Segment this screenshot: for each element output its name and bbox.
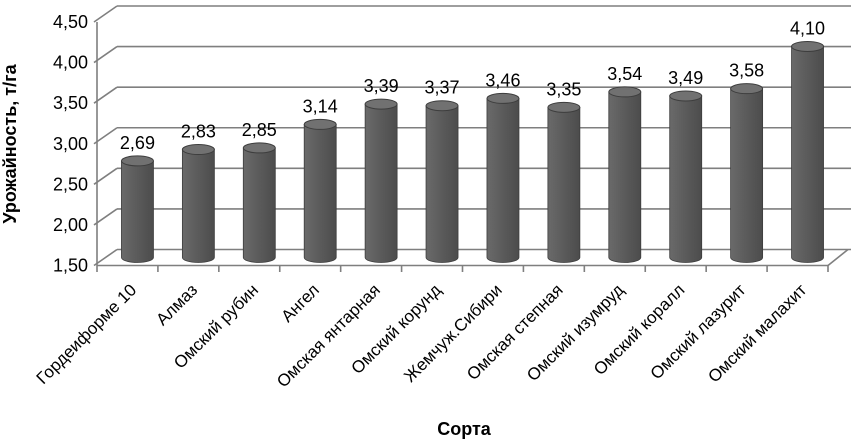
y-axis-title: Урожайность, т/га	[0, 63, 20, 223]
bar-cylinder-body	[303, 123, 337, 263]
bar-cylinder-top	[608, 86, 642, 98]
bar-cylinder-top	[303, 118, 337, 130]
bar-value-label: 3,35	[546, 79, 581, 99]
bar-cylinder-body	[242, 147, 276, 263]
x-category-label: Гордеиформе 10	[33, 280, 141, 388]
bar-cylinder-body	[669, 95, 703, 263]
bar-cylinder-top	[486, 92, 520, 104]
bar-cylinder-body	[181, 149, 215, 263]
bar-value-label: 3,46	[485, 70, 520, 90]
bar-value-label: 3,54	[607, 64, 642, 84]
gridline-depth-connector	[93, 248, 118, 267]
bar-cylinder-body	[425, 105, 459, 263]
axes-group	[96, 22, 849, 272]
bar-value-label: 3,58	[729, 61, 764, 81]
bars-group	[120, 40, 825, 263]
bar-value-label: 3,37	[425, 78, 460, 98]
bar-cylinder-body	[791, 46, 824, 263]
bar-cylinder-body	[730, 88, 764, 263]
bar-value-label: 3,49	[668, 68, 703, 88]
bar-cylinder-top	[791, 40, 825, 52]
gridline-depth-connector	[93, 45, 118, 64]
bar-value-label: 2,85	[242, 120, 277, 140]
bar-value-label: 4,10	[790, 18, 825, 38]
bar-cylinder-top	[242, 142, 276, 154]
y-tick-label: 2,00	[53, 215, 88, 235]
bar-value-label: 3,39	[364, 76, 399, 96]
bar-value-label: 2,69	[120, 133, 155, 153]
x-axis-title: Сорта	[437, 419, 492, 439]
bar-cylinder-top	[364, 98, 398, 110]
gridline-depth-connector	[93, 208, 118, 226]
bar-cylinder-body	[486, 98, 520, 263]
bar-cylinder-body	[121, 160, 154, 263]
y-tick-label: 4,00	[53, 53, 88, 73]
bar-cylinder-body	[547, 106, 581, 263]
gridlines-group	[93, 5, 851, 267]
bar-cylinder-body	[608, 91, 642, 263]
bar-cylinder-top	[547, 101, 581, 113]
x-category-label: Алмаз	[152, 280, 201, 329]
x-category-label: Омская янтарная	[273, 280, 384, 391]
gridline-depth-connector	[93, 167, 118, 185]
gridline-depth-connector	[93, 127, 118, 145]
y-tick-label: 4,50	[53, 12, 88, 32]
bar-cylinder-top	[669, 90, 703, 102]
x-category-label: Ангел	[278, 280, 324, 326]
bar-cylinder-top	[425, 100, 459, 112]
bar-cylinder-top	[730, 83, 764, 95]
gridline-depth-connector	[93, 5, 118, 23]
bar-value-label: 3,14	[303, 96, 338, 116]
y-tick-label: 1,50	[53, 256, 88, 276]
y-tick-label: 3,00	[53, 134, 88, 154]
gridline-depth-connector	[93, 86, 118, 104]
y-tick-label: 2,50	[53, 174, 88, 194]
bar-cylinder-top	[181, 144, 215, 156]
bar-cylinder-top	[120, 155, 154, 167]
y-tick-label: 3,50	[53, 93, 88, 113]
bar-value-label: 2,83	[181, 122, 216, 142]
floor-right-edge	[827, 248, 849, 267]
bar-cylinder-body	[364, 103, 398, 263]
